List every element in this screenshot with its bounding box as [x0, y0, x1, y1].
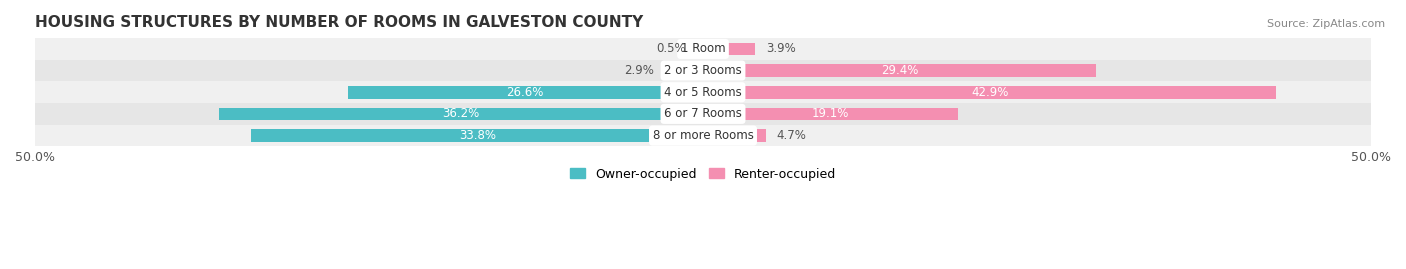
- Text: 36.2%: 36.2%: [443, 107, 479, 121]
- Bar: [696, 43, 703, 55]
- Bar: [703, 108, 957, 120]
- Bar: [35, 60, 1371, 82]
- Text: 0.5%: 0.5%: [657, 43, 686, 55]
- Text: 19.1%: 19.1%: [811, 107, 849, 121]
- Text: 1 Room: 1 Room: [681, 43, 725, 55]
- Text: Source: ZipAtlas.com: Source: ZipAtlas.com: [1267, 19, 1385, 29]
- Text: 3.9%: 3.9%: [766, 43, 796, 55]
- Bar: [35, 82, 1371, 103]
- Bar: [219, 108, 703, 120]
- Bar: [703, 129, 766, 142]
- Text: 6 or 7 Rooms: 6 or 7 Rooms: [664, 107, 742, 121]
- Bar: [703, 64, 1095, 77]
- Text: 2.9%: 2.9%: [624, 64, 654, 77]
- Text: 8 or more Rooms: 8 or more Rooms: [652, 129, 754, 142]
- Text: 29.4%: 29.4%: [880, 64, 918, 77]
- Bar: [664, 64, 703, 77]
- Bar: [35, 125, 1371, 146]
- Bar: [35, 103, 1371, 125]
- Bar: [347, 86, 703, 98]
- Bar: [252, 129, 703, 142]
- Text: 26.6%: 26.6%: [506, 86, 544, 99]
- Bar: [703, 86, 1277, 98]
- Text: 2 or 3 Rooms: 2 or 3 Rooms: [664, 64, 742, 77]
- Text: 42.9%: 42.9%: [972, 86, 1008, 99]
- Legend: Owner-occupied, Renter-occupied: Owner-occupied, Renter-occupied: [565, 162, 841, 186]
- Bar: [703, 43, 755, 55]
- Text: 4.7%: 4.7%: [776, 129, 807, 142]
- Text: 4 or 5 Rooms: 4 or 5 Rooms: [664, 86, 742, 99]
- Bar: [35, 38, 1371, 60]
- Text: 33.8%: 33.8%: [458, 129, 496, 142]
- Text: HOUSING STRUCTURES BY NUMBER OF ROOMS IN GALVESTON COUNTY: HOUSING STRUCTURES BY NUMBER OF ROOMS IN…: [35, 15, 644, 30]
